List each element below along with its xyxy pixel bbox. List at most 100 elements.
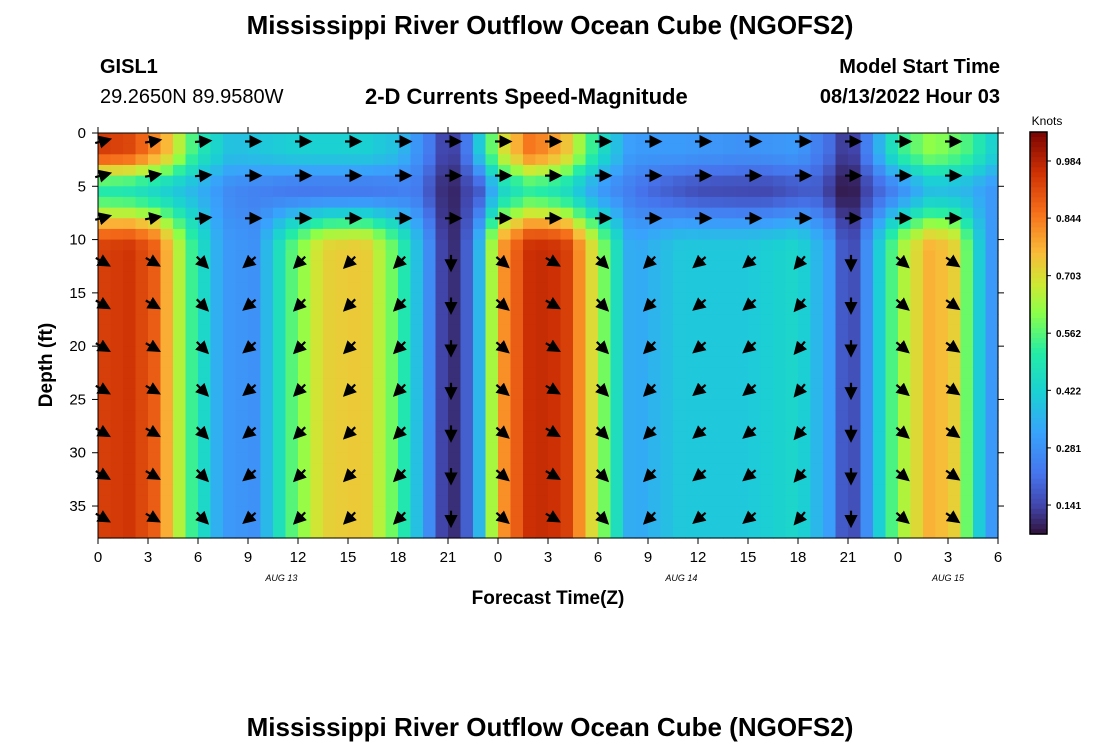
heatmap-cell [585,292,599,305]
heatmap-cell [910,356,924,369]
heatmap-cell [523,399,537,411]
heatmap-cell [948,399,962,411]
heatmap-cell [648,356,662,369]
heatmap-cell [298,463,312,475]
heatmap-cell [285,420,299,433]
heatmap-cell [973,452,987,464]
heatmap-cell [373,143,387,155]
heatmap-cell [485,271,499,283]
heatmap-cell [798,442,812,454]
heatmap-cell [810,420,824,433]
heatmap-cell [135,431,149,443]
heatmap-cell [848,452,862,464]
heatmap-cell [510,133,524,145]
heatmap-cell [635,420,649,433]
heatmap-cell [648,506,662,518]
heatmap-cell [848,218,862,230]
heatmap-cell [435,282,449,294]
heatmap-cell [185,282,199,294]
heatmap-cell [973,143,987,155]
heatmap-cell [810,484,824,496]
heatmap-cell [610,324,624,337]
heatmap-cell [273,506,287,518]
colorbar-swatch [1030,297,1047,304]
heatmap-cell [660,271,674,283]
heatmap-cell [123,410,137,422]
heatmap-cell [685,218,699,230]
current-arrow [242,254,257,269]
heatmap-cell [385,527,399,539]
heatmap-cell [223,495,237,507]
x-tick-label: 6 [994,549,1002,566]
heatmap-cell [310,260,324,273]
heatmap-cell [685,431,699,443]
current-arrow [242,297,257,311]
heatmap-cell [235,442,249,454]
heatmap-cell [573,442,587,454]
heatmap-cell [710,207,724,219]
heatmap-cell [498,324,512,337]
heatmap-cell [823,175,837,187]
heatmap-cell [823,367,837,379]
heatmap-cell [810,527,824,539]
heatmap-cell [485,516,499,528]
heatmap-cell [435,452,449,464]
heatmap-cell [173,484,187,496]
heatmap-cell [223,186,237,198]
heatmap-cell [448,367,462,379]
colorbar-swatch [1030,348,1047,354]
heatmap-cell [785,175,799,187]
heatmap-cell [735,388,749,401]
heatmap-cell [223,335,237,347]
heatmap-cell [260,314,274,326]
heatmap-cell [910,399,924,411]
heatmap-cell [410,495,424,507]
heatmap-cell [960,346,974,358]
heatmap-cell [585,207,599,219]
heatmap-cell [873,335,887,347]
heatmap-cell [110,164,124,177]
heatmap-cell [260,474,274,486]
heatmap-cell [810,399,824,411]
heatmap-cell [323,314,337,326]
heatmap-cell [710,228,724,241]
heatmap-cell [910,495,924,507]
heatmap-cell [710,303,724,315]
heatmap-cell [648,335,662,347]
heatmap-cell [835,260,849,273]
heatmap-cell [985,282,999,294]
heatmap-cell [210,420,224,433]
current-arrow [945,382,961,396]
heatmap-cell [398,452,412,464]
heatmap-cell [273,388,287,401]
heatmap-cell [223,516,237,528]
heatmap-cell [748,271,762,283]
current-arrow [145,339,161,352]
heatmap-cell [460,324,474,337]
current-arrow [742,425,757,439]
heatmap-cell [235,250,249,262]
current-arrow [292,382,307,397]
heatmap-cell [110,474,124,486]
heatmap-cell [885,324,899,337]
heatmap-cell [260,399,274,411]
heatmap-cell [223,218,237,230]
heatmap-cell [935,250,949,262]
heatmap-cell [410,260,424,273]
heatmap-cell [360,420,374,433]
heatmap-cell [110,196,124,209]
heatmap-cell [548,484,562,496]
heatmap-cell [898,228,912,241]
heatmap-cell [760,282,774,294]
heatmap-cell [435,367,449,379]
heatmap-cell [560,175,574,187]
heatmap-cell [135,260,149,273]
heatmap-cell [485,335,499,347]
heatmap-cell [660,228,674,241]
heatmap-cell [985,527,999,539]
heatmap-cell [398,250,412,262]
colorbar-swatch [1030,333,1047,339]
heatmap-cell [560,335,574,347]
heatmap-cell [948,175,962,187]
heatmap-cell [523,143,537,155]
